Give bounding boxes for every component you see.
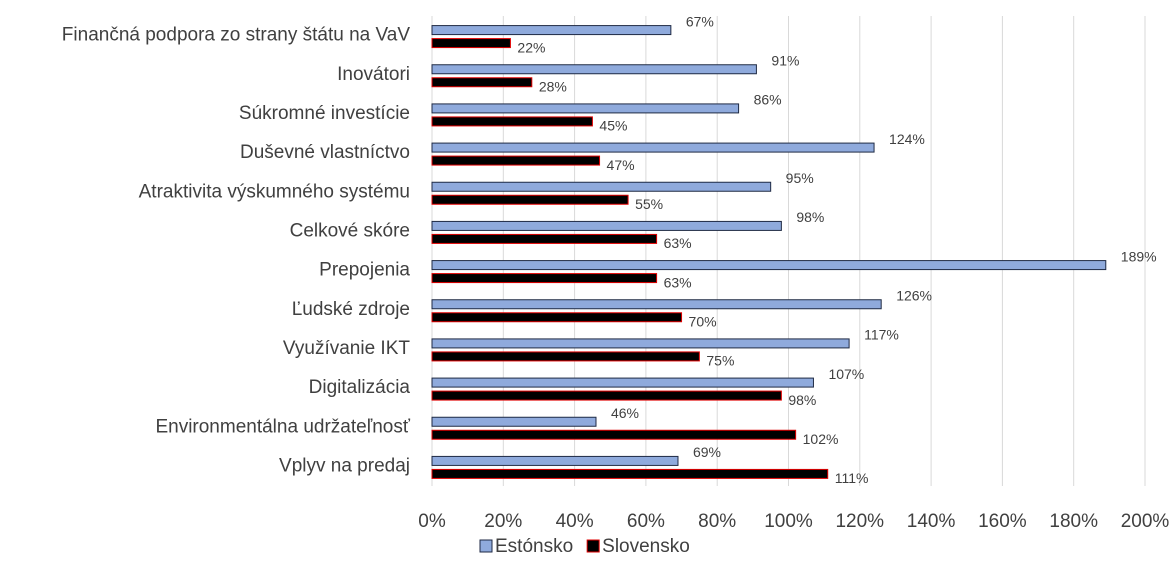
bar <box>431 103 740 114</box>
y-tick-label: Atraktivita výskumného systému <box>139 181 410 202</box>
y-tick-label: Digitalizácia <box>309 377 411 398</box>
x-tick-label: 80% <box>698 511 736 532</box>
data-label: 63% <box>664 235 692 251</box>
bar <box>431 116 593 127</box>
data-label: 107% <box>828 366 864 382</box>
data-label: 111% <box>835 470 869 486</box>
data-label: 22% <box>517 39 545 55</box>
bar <box>431 64 757 75</box>
data-label: 75% <box>706 353 734 369</box>
bar <box>431 390 782 401</box>
bar <box>431 142 875 153</box>
x-tick-label: 40% <box>556 511 594 532</box>
data-label: 98% <box>796 209 824 225</box>
x-tick-label: 0% <box>418 511 446 532</box>
y-tick-label: Inovátori <box>337 64 410 85</box>
legend-swatch <box>479 539 493 553</box>
y-tick-label: Duševné vlastníctvo <box>240 142 410 163</box>
data-label: 28% <box>539 78 567 94</box>
bar <box>431 77 533 88</box>
data-label: 46% <box>611 405 639 421</box>
y-tick-label: Ľudské zdroje <box>292 299 410 320</box>
y-tick-label: Súkromné investície <box>239 103 410 124</box>
bar <box>431 273 658 284</box>
data-label: 98% <box>788 392 816 408</box>
data-label: 91% <box>771 52 799 68</box>
bar <box>431 38 511 49</box>
legend-label: Slovensko <box>602 536 690 557</box>
x-tick-label: 200% <box>1121 511 1170 532</box>
x-tick-label: 100% <box>764 511 813 532</box>
bar <box>431 312 683 323</box>
bar <box>431 181 772 192</box>
x-tick-label: 180% <box>1049 511 1098 532</box>
legend-label: Estónsko <box>495 536 573 557</box>
legend-swatch <box>586 539 600 553</box>
data-label: 126% <box>896 287 932 303</box>
y-tick-label: Využívanie IKT <box>283 338 410 359</box>
data-label: 55% <box>635 196 663 212</box>
data-label: 124% <box>889 131 925 147</box>
bar <box>431 429 797 440</box>
data-label: 86% <box>754 92 782 108</box>
x-tick-label: 60% <box>627 511 665 532</box>
bar <box>431 194 629 205</box>
x-tick-label: 20% <box>484 511 522 532</box>
x-tick-label: 160% <box>978 511 1027 532</box>
y-tick-label: Finančná podpora zo strany štátu na VaV <box>62 25 411 46</box>
x-tick-label: 120% <box>835 511 884 532</box>
data-label: 189% <box>1121 248 1157 264</box>
data-label: 70% <box>689 313 717 329</box>
y-tick-label: Prepojenia <box>319 260 410 281</box>
bar <box>431 455 679 466</box>
data-label: 117% <box>864 327 899 343</box>
bar <box>431 299 882 310</box>
data-label: 69% <box>693 444 721 460</box>
x-tick-label: 140% <box>907 511 956 532</box>
y-tick-label: Celkové skóre <box>290 220 410 241</box>
bar <box>431 155 601 166</box>
bar <box>431 416 597 427</box>
data-label: 45% <box>599 118 627 134</box>
bar <box>431 377 814 388</box>
y-tick-label: Vplyv na predaj <box>279 455 410 476</box>
data-label: 63% <box>664 274 692 290</box>
bar <box>431 233 658 244</box>
bar <box>431 260 1107 271</box>
data-label: 47% <box>607 157 635 173</box>
y-tick-label: Environmentálna udržateľnosť <box>155 416 410 437</box>
bar <box>431 220 782 231</box>
data-label: 102% <box>803 431 839 447</box>
bar <box>431 468 829 479</box>
data-label: 95% <box>786 170 814 186</box>
bar <box>431 25 672 36</box>
bar <box>431 351 700 362</box>
data-label: 67% <box>686 13 714 29</box>
bar <box>431 338 850 349</box>
